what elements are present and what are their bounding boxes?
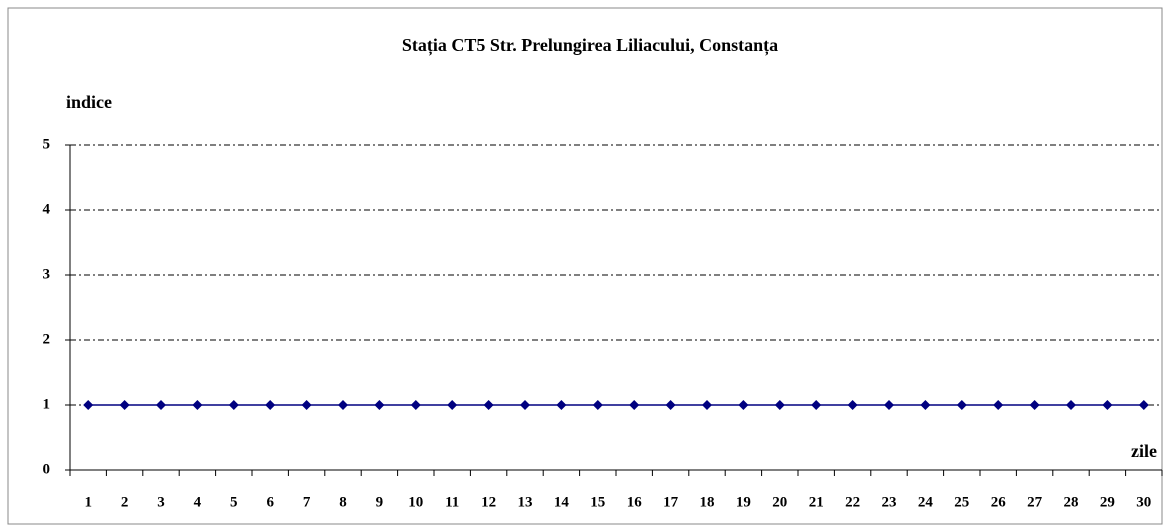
x-axis-label: zile (1131, 441, 1157, 461)
x-tick-label: 25 (954, 494, 969, 510)
y-tick-label: 1 (43, 396, 51, 412)
x-tick-label: 5 (230, 494, 238, 510)
x-tick-label: 27 (1027, 494, 1043, 510)
data-point (119, 400, 130, 410)
data-point (1138, 400, 1149, 410)
y-axis-label: indice (66, 92, 112, 112)
data-point (738, 400, 749, 410)
data-point (374, 400, 385, 410)
x-tick-label: 10 (408, 494, 423, 510)
x-tick-label: 18 (700, 494, 715, 510)
x-tick-label: 1 (84, 494, 92, 510)
data-point (83, 400, 94, 410)
data-point (629, 400, 640, 410)
x-tick-label: 20 (772, 494, 787, 510)
data-point (1066, 400, 1076, 410)
x-tick-label: 3 (157, 494, 165, 510)
x-tick-label: 23 (882, 494, 897, 510)
data-point (920, 400, 931, 410)
data-point (338, 400, 348, 410)
x-tick-label: 2 (121, 494, 129, 510)
data-point (592, 400, 603, 410)
x-tick-label: 11 (445, 494, 459, 510)
data-point (774, 400, 785, 410)
data-point (410, 400, 421, 410)
y-tick-label: 0 (43, 461, 51, 477)
x-tick-label: 26 (991, 494, 1007, 510)
x-tick-label: 16 (627, 494, 643, 510)
y-tick-label: 5 (43, 136, 51, 152)
data-point (520, 400, 530, 410)
x-tick-label: 24 (918, 494, 934, 510)
x-tick-label: 13 (518, 494, 533, 510)
data-point (993, 400, 1004, 410)
data-point (1029, 400, 1040, 410)
x-tick-label: 17 (663, 494, 679, 510)
data-point (192, 400, 203, 410)
x-tick-label: 28 (1064, 494, 1079, 510)
data-point (556, 400, 567, 410)
x-tick-label: 8 (339, 494, 347, 510)
x-tick-label: 22 (845, 494, 860, 510)
x-tick-label: 6 (266, 494, 274, 510)
x-tick-label: 19 (736, 494, 751, 510)
data-point (847, 400, 858, 410)
data-point (447, 400, 458, 410)
data-point (702, 400, 712, 410)
x-tick-label: 12 (481, 494, 496, 510)
data-point (884, 400, 894, 410)
data-point (156, 400, 166, 410)
x-tick-label: 14 (554, 494, 570, 510)
x-tick-label: 21 (809, 494, 824, 510)
x-tick-label: 29 (1100, 494, 1115, 510)
data-point (956, 400, 967, 410)
chart-border (7, 7, 1163, 525)
data-point (811, 400, 822, 410)
data-point (1102, 400, 1113, 410)
x-tick-label: 7 (303, 494, 311, 510)
data-point (301, 400, 312, 410)
y-tick-label: 4 (43, 201, 51, 217)
chart-title: Stația CT5 Str. Prelungirea Liliacului, … (402, 35, 778, 56)
data-point (228, 400, 239, 410)
y-tick-label: 3 (43, 266, 51, 282)
x-tick-label: 9 (376, 494, 384, 510)
x-tick-label: 15 (590, 494, 605, 510)
data-point (665, 400, 676, 410)
data-point (265, 400, 276, 410)
data-point (483, 400, 494, 410)
x-tick-label: 4 (194, 494, 202, 510)
y-tick-label: 2 (43, 331, 51, 347)
x-tick-label: 30 (1136, 494, 1151, 510)
